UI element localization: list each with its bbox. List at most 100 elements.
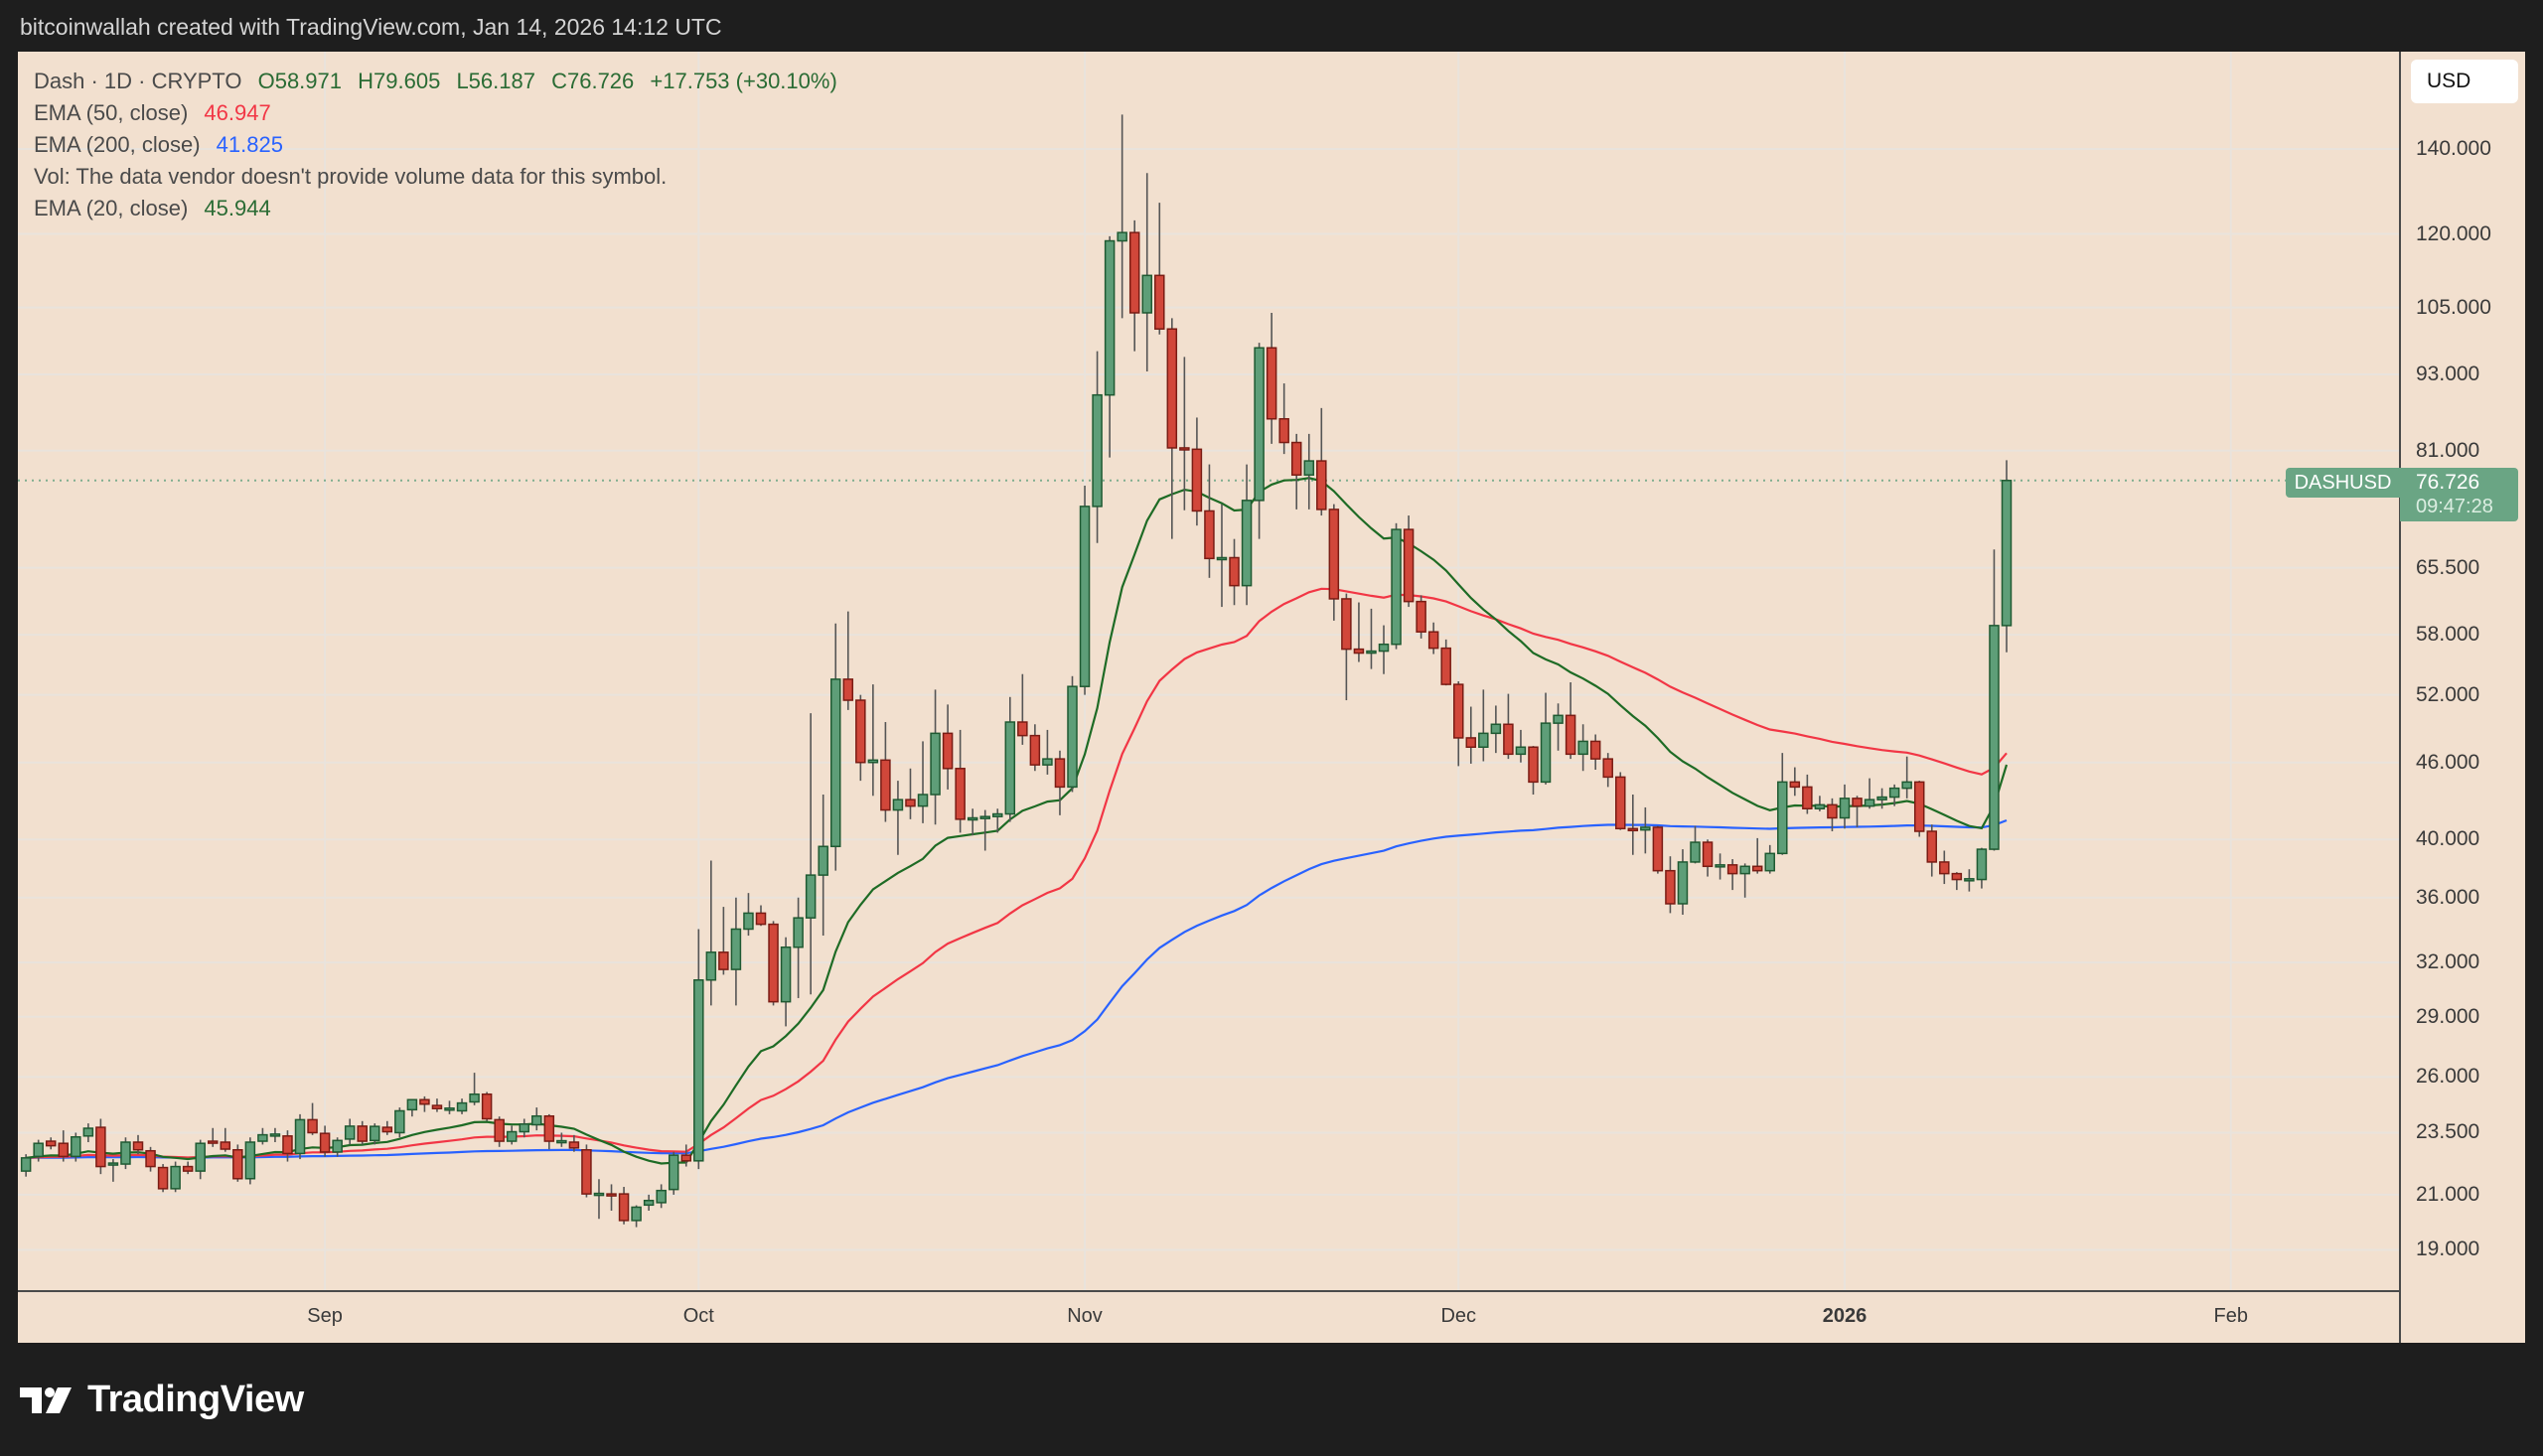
candle-body bbox=[1739, 865, 1750, 875]
candle-up bbox=[1553, 703, 1564, 751]
candle-body bbox=[1989, 625, 2000, 850]
gridlines bbox=[18, 52, 2400, 1291]
candle-body bbox=[730, 928, 742, 970]
candle-body bbox=[1154, 274, 1165, 330]
price-tick-label: 29.000 bbox=[2416, 1004, 2480, 1028]
ema200-label: EMA (200, close) bbox=[34, 132, 201, 157]
candle-up bbox=[1888, 784, 1900, 806]
tradingview-wordmark: TradingView bbox=[87, 1379, 304, 1420]
candle-body bbox=[568, 1141, 580, 1149]
candle-down bbox=[606, 1184, 617, 1211]
candle-down bbox=[1827, 798, 1838, 832]
legend-ema200-row[interactable]: EMA (200, close) 41.825 bbox=[34, 129, 837, 161]
candle-body bbox=[370, 1125, 380, 1142]
candle-down bbox=[431, 1098, 443, 1112]
legend-ema50-row[interactable]: EMA (50, close) 46.947 bbox=[34, 97, 837, 129]
legend-symbol[interactable]: Dash · 1D · CRYPTO bbox=[34, 69, 242, 93]
candle-body bbox=[431, 1104, 443, 1109]
currency-button[interactable]: USD bbox=[2411, 60, 2518, 103]
candle-body bbox=[1528, 746, 1539, 784]
candle-up bbox=[506, 1125, 518, 1145]
candle-body bbox=[71, 1135, 81, 1158]
candle-down bbox=[1602, 753, 1613, 788]
candle-body bbox=[294, 1118, 306, 1155]
candle-down bbox=[1191, 417, 1203, 526]
candle-down bbox=[1565, 682, 1576, 760]
candle-body bbox=[768, 923, 779, 1003]
candle-down bbox=[718, 907, 729, 975]
candle-up bbox=[1216, 504, 1228, 608]
candle-body bbox=[1503, 723, 1514, 756]
candle-body bbox=[95, 1126, 106, 1168]
candle-body bbox=[1278, 417, 1289, 444]
candle-body bbox=[829, 678, 841, 848]
candle-body bbox=[1403, 528, 1415, 603]
candle-up bbox=[643, 1194, 655, 1211]
chart-panel bbox=[18, 52, 2525, 1343]
legend-ema20-row[interactable]: EMA (20, close) 45.944 bbox=[34, 193, 837, 224]
candle-down bbox=[905, 768, 916, 819]
candle-body bbox=[1353, 648, 1365, 655]
candle-body bbox=[1067, 685, 1078, 789]
candle-up bbox=[992, 808, 1003, 833]
ema-20-line bbox=[25, 477, 2009, 1165]
candle-body bbox=[1254, 347, 1265, 502]
candle-body bbox=[992, 812, 1003, 817]
candle-up bbox=[1739, 863, 1750, 898]
candle-body bbox=[556, 1139, 567, 1144]
legend-high: H79.605 bbox=[358, 69, 441, 93]
candle-body bbox=[867, 759, 879, 764]
candle-body bbox=[942, 732, 954, 770]
candle-up bbox=[1254, 343, 1265, 539]
candle-up bbox=[406, 1098, 418, 1117]
last-price-tag: 76.726 09:47:28 bbox=[2400, 468, 2518, 521]
candle-down bbox=[680, 1144, 692, 1167]
candle-body bbox=[1777, 781, 1788, 855]
candle-up bbox=[1366, 608, 1377, 669]
candle-up bbox=[917, 741, 929, 823]
candle-down bbox=[1229, 538, 1240, 606]
candle-body bbox=[780, 946, 792, 1003]
ema-lines bbox=[25, 477, 2009, 1165]
candle-down bbox=[95, 1118, 106, 1175]
candle-down bbox=[1951, 872, 1963, 891]
candle-body bbox=[506, 1130, 518, 1142]
candle-body bbox=[257, 1133, 268, 1142]
candle-body bbox=[930, 732, 941, 796]
candle-up bbox=[1092, 351, 1103, 543]
candle-down bbox=[58, 1130, 70, 1162]
candle-down bbox=[307, 1102, 318, 1135]
candle-up bbox=[269, 1127, 281, 1143]
candle-body bbox=[1378, 643, 1390, 653]
candle-body bbox=[220, 1141, 231, 1150]
candle-down bbox=[381, 1120, 393, 1135]
candle-down bbox=[1440, 639, 1451, 686]
candle-body bbox=[519, 1123, 529, 1133]
snapshot-header: bitcoinwallah created with TradingView.c… bbox=[0, 0, 2543, 52]
candle-body bbox=[444, 1107, 455, 1111]
candle-body bbox=[1553, 714, 1564, 724]
price-tick-label: 120.000 bbox=[2416, 221, 2491, 245]
candle-up bbox=[631, 1205, 642, 1228]
candle-down bbox=[1054, 750, 1066, 815]
time-tick-label: Sep bbox=[307, 1305, 343, 1327]
candle-down bbox=[494, 1116, 505, 1147]
candle-down bbox=[232, 1144, 243, 1182]
candle-body bbox=[469, 1092, 480, 1103]
tradingview-logo[interactable]: TradingView bbox=[20, 1379, 304, 1421]
price-tick-label: 58.000 bbox=[2416, 623, 2480, 647]
candle-up bbox=[593, 1179, 605, 1220]
candle-down bbox=[282, 1130, 293, 1162]
candle-down bbox=[1179, 357, 1190, 510]
legend-volume-row[interactable]: Vol: The data vendor doesn't provide vol… bbox=[34, 161, 837, 193]
time-tick-label: Dec bbox=[1440, 1305, 1477, 1327]
candle-down bbox=[1341, 593, 1352, 701]
candle-body bbox=[1751, 865, 1763, 872]
candle-up bbox=[967, 808, 978, 836]
candle-up bbox=[979, 809, 990, 851]
candle-body bbox=[1852, 798, 1863, 807]
candle-down bbox=[45, 1137, 57, 1150]
candle-body bbox=[680, 1154, 692, 1162]
candle-body bbox=[855, 699, 866, 764]
